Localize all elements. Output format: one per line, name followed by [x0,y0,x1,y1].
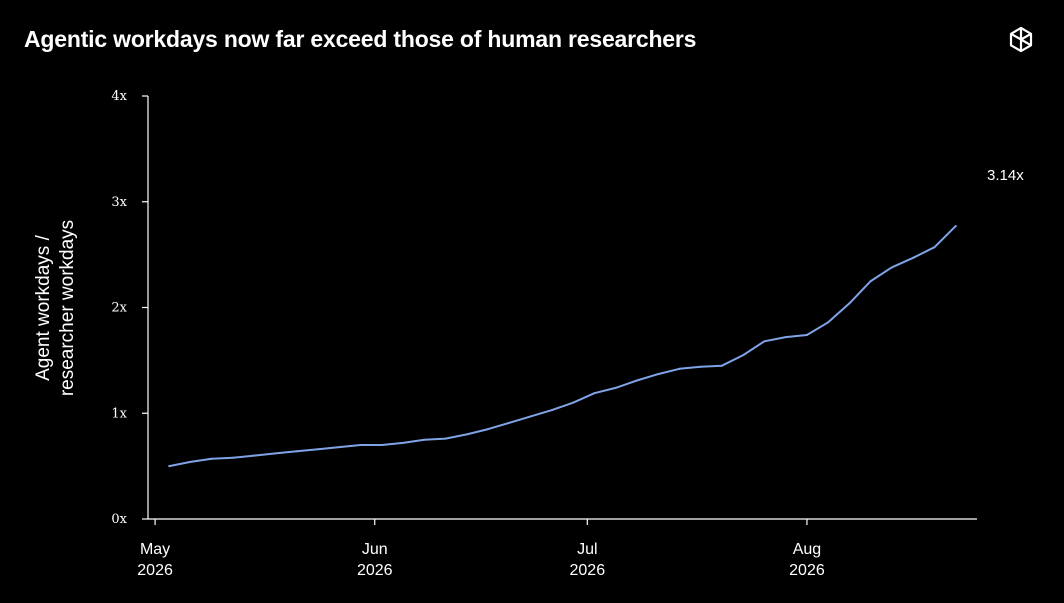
data-point [742,354,745,357]
x-tick-label: May 2026 [137,541,173,579]
y-tick-label: 4x [111,89,127,104]
data-point [954,225,957,228]
data-point [529,415,532,418]
data-point [848,302,851,305]
data-point [189,460,192,463]
data-point [912,256,915,259]
data-point [614,386,617,389]
data-point [444,437,447,440]
data-point [317,448,320,451]
data-point [699,365,702,368]
data-point [593,392,596,395]
x-tick-label: Jul 2026 [570,541,606,579]
data-point [210,457,213,460]
data-point [827,321,830,324]
data-point [295,450,298,453]
data-point [274,452,277,455]
data-point [784,336,787,339]
data-point [338,446,341,449]
data-point [508,421,511,424]
y-tick-label: 1x [111,406,127,421]
data-point [572,401,575,404]
y-axis-title: Agent workdays / researcher workdays [33,220,78,396]
y-axis-label: Agent workdays / researcher workdays [33,220,78,396]
data-point [253,454,256,457]
data-point [720,364,723,367]
data-point [763,340,766,343]
series: 3.14x [168,167,1024,468]
data-point [402,441,405,444]
data-point [933,246,936,249]
data-point [487,428,490,431]
data-point [890,266,893,269]
x-tick-label: Aug 2026 [789,541,825,579]
data-point [678,367,681,370]
openai-logo-icon [1009,26,1033,53]
y-axis: 0x 1x 2x 3x 4x [111,89,149,527]
y-tick-label: 3x [111,195,127,210]
data-point [550,409,553,412]
data-point [805,333,808,336]
x-tick-label: Jun 2026 [357,541,393,579]
data-point [635,379,638,382]
x-axis: May 2026 Jun 2026 Jul 2026 Aug 2026 [137,518,977,579]
chart-title: Agentic workdays now far exceed those of… [24,26,697,52]
y-tick-label: 0x [111,512,127,527]
data-point [657,373,660,376]
data-point [423,438,426,441]
data-point [359,443,362,446]
data-point [465,433,468,436]
series-line [168,225,957,468]
data-point [168,465,171,468]
data-point [869,280,872,283]
data-point [380,443,383,446]
data-point [232,456,235,459]
y-tick-label: 2x [111,301,127,316]
end-value-label: 3.14x [987,167,1024,184]
